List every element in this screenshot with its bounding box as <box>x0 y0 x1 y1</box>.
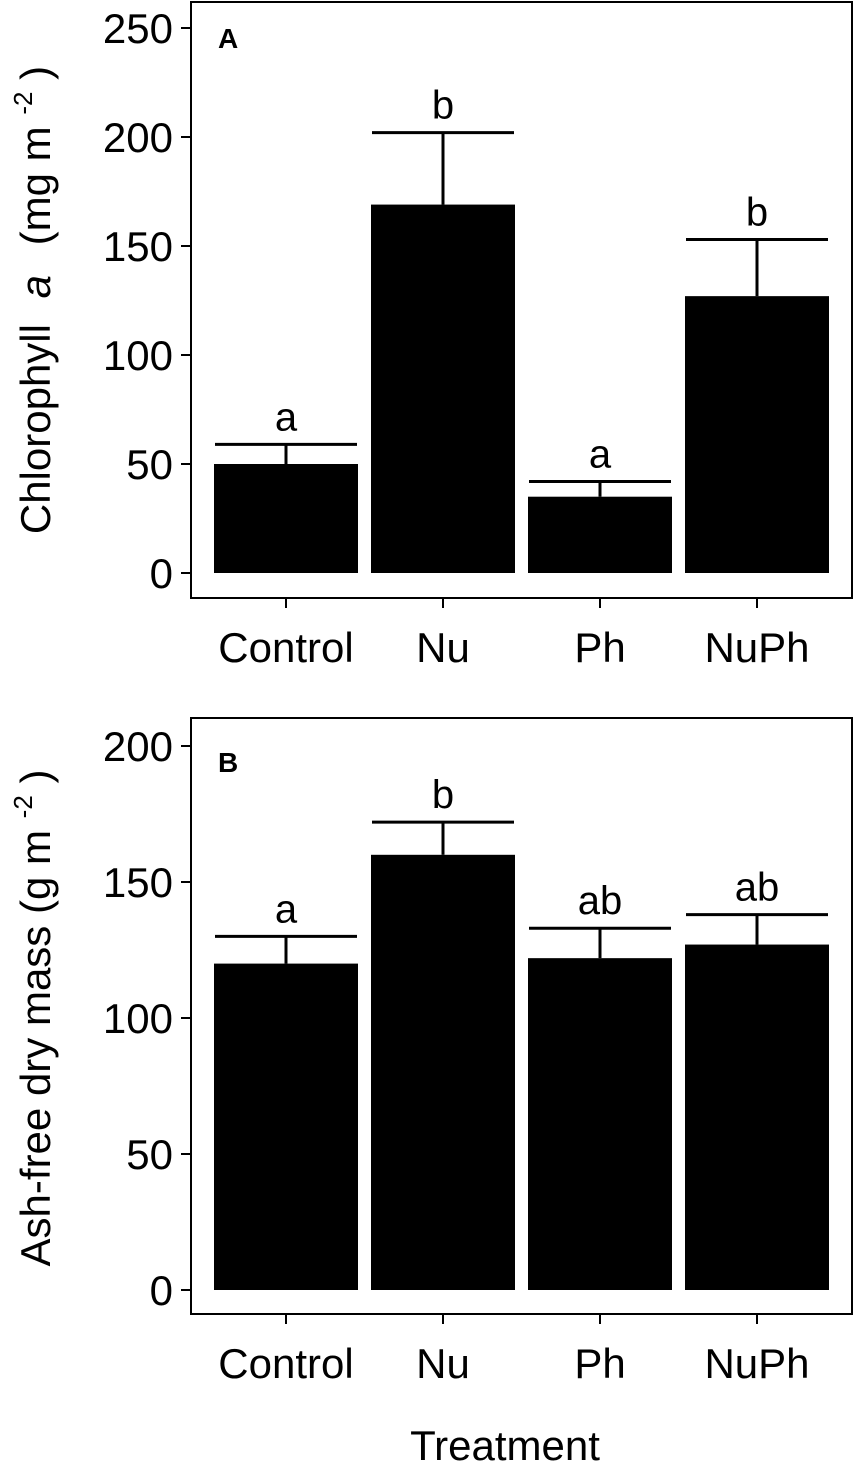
panel-a-y-tick-label: 50 <box>126 441 173 488</box>
panel-b-y-tick-label: 200 <box>103 723 173 770</box>
panel-a-y-tick-label: 250 <box>103 5 173 52</box>
panel-a-bar-control <box>214 464 358 573</box>
panel-b-significance-label: b <box>432 773 454 817</box>
panel-a-y-tick-label: 150 <box>103 223 173 270</box>
panel-a-y-axis-title: Chlorophyll a (mg m -2 ) <box>0 66 59 534</box>
panel-b-x-axis: Control Nu Ph NuPh <box>218 1314 810 1387</box>
panel-b-bar-nuph <box>685 944 829 1290</box>
panel-a-bars: a b a b <box>214 84 829 573</box>
panel-a-y-tick-label: 200 <box>103 114 173 161</box>
panel-b-y-tick-label: 0 <box>150 1267 173 1314</box>
panel-b-y-title-part-3: ) <box>12 770 59 784</box>
panel-b-x-tick-label: NuPh <box>704 1340 809 1387</box>
panel-b-bar-nu <box>371 854 515 1290</box>
panel-a-y-title-part-1: Chlorophyll <box>12 324 59 534</box>
panel-a-significance-label: b <box>432 84 454 128</box>
panel-b-significance-label: ab <box>578 879 623 923</box>
panel-a-frame <box>190 1 853 599</box>
panel-a-x-tick-label: Ph <box>574 624 625 671</box>
panel-b-y-axis-title: Ash-free dry mass (g m -2 ) <box>0 770 59 1267</box>
panel-b-y-tick-label: 150 <box>103 859 173 906</box>
panel-b-y-tick-label: 100 <box>103 995 173 1042</box>
panel-a-y-title-part-5: ) <box>12 66 59 80</box>
panel-a-significance-label: b <box>746 190 768 234</box>
panel-a-bar-nu <box>371 204 515 573</box>
panel-a-x-axis: Control Nu Ph NuPh <box>218 598 810 671</box>
panel-a-significance-label: a <box>589 432 612 476</box>
panel-b-frame <box>190 717 853 1315</box>
panel-b-significance-label: a <box>275 887 298 931</box>
panel-b-y-title-part-1: Ash-free dry mass (g m <box>12 830 59 1266</box>
panel-b-y-tick-label: 50 <box>126 1131 173 1178</box>
panel-a-x-tick-label: NuPh <box>704 624 809 671</box>
panel-b-x-tick-label: Control <box>218 1340 353 1387</box>
panel-a-y-tick-label: 0 <box>150 550 173 597</box>
x-axis-title: Treatment <box>410 1422 600 1466</box>
panel-b-x-tick-label: Ph <box>574 1340 625 1387</box>
panel-a-label: A <box>218 23 238 54</box>
panel-a-y-title-part-4: -2 <box>8 92 38 115</box>
panel-a-bar-nuph <box>685 296 829 573</box>
panel-b-bar-ph <box>528 958 672 1290</box>
panel-b-y-title-part-2: -2 <box>8 795 38 818</box>
panel-b-bar-control <box>214 963 358 1290</box>
panel-a-significance-label: a <box>275 395 298 439</box>
panel-b-y-axis: 0 50 100 150 200 <box>103 723 191 1314</box>
panel-a-bar-ph <box>528 496 672 573</box>
panel-a-y-title-part-2: a <box>12 275 59 298</box>
panel-a-y-axis: 0 50 100 150 200 250 <box>103 5 191 597</box>
panel-b-significance-label: ab <box>735 866 780 910</box>
panel-b-x-tick-label: Nu <box>416 1340 470 1387</box>
panel-b-label: B <box>218 747 238 778</box>
panel-a-x-tick-label: Nu <box>416 624 470 671</box>
panel-a-x-tick-label: Control <box>218 624 353 671</box>
panel-a-y-title-part-3: (mg m <box>12 126 59 245</box>
panel-a-y-tick-label: 100 <box>103 332 173 379</box>
